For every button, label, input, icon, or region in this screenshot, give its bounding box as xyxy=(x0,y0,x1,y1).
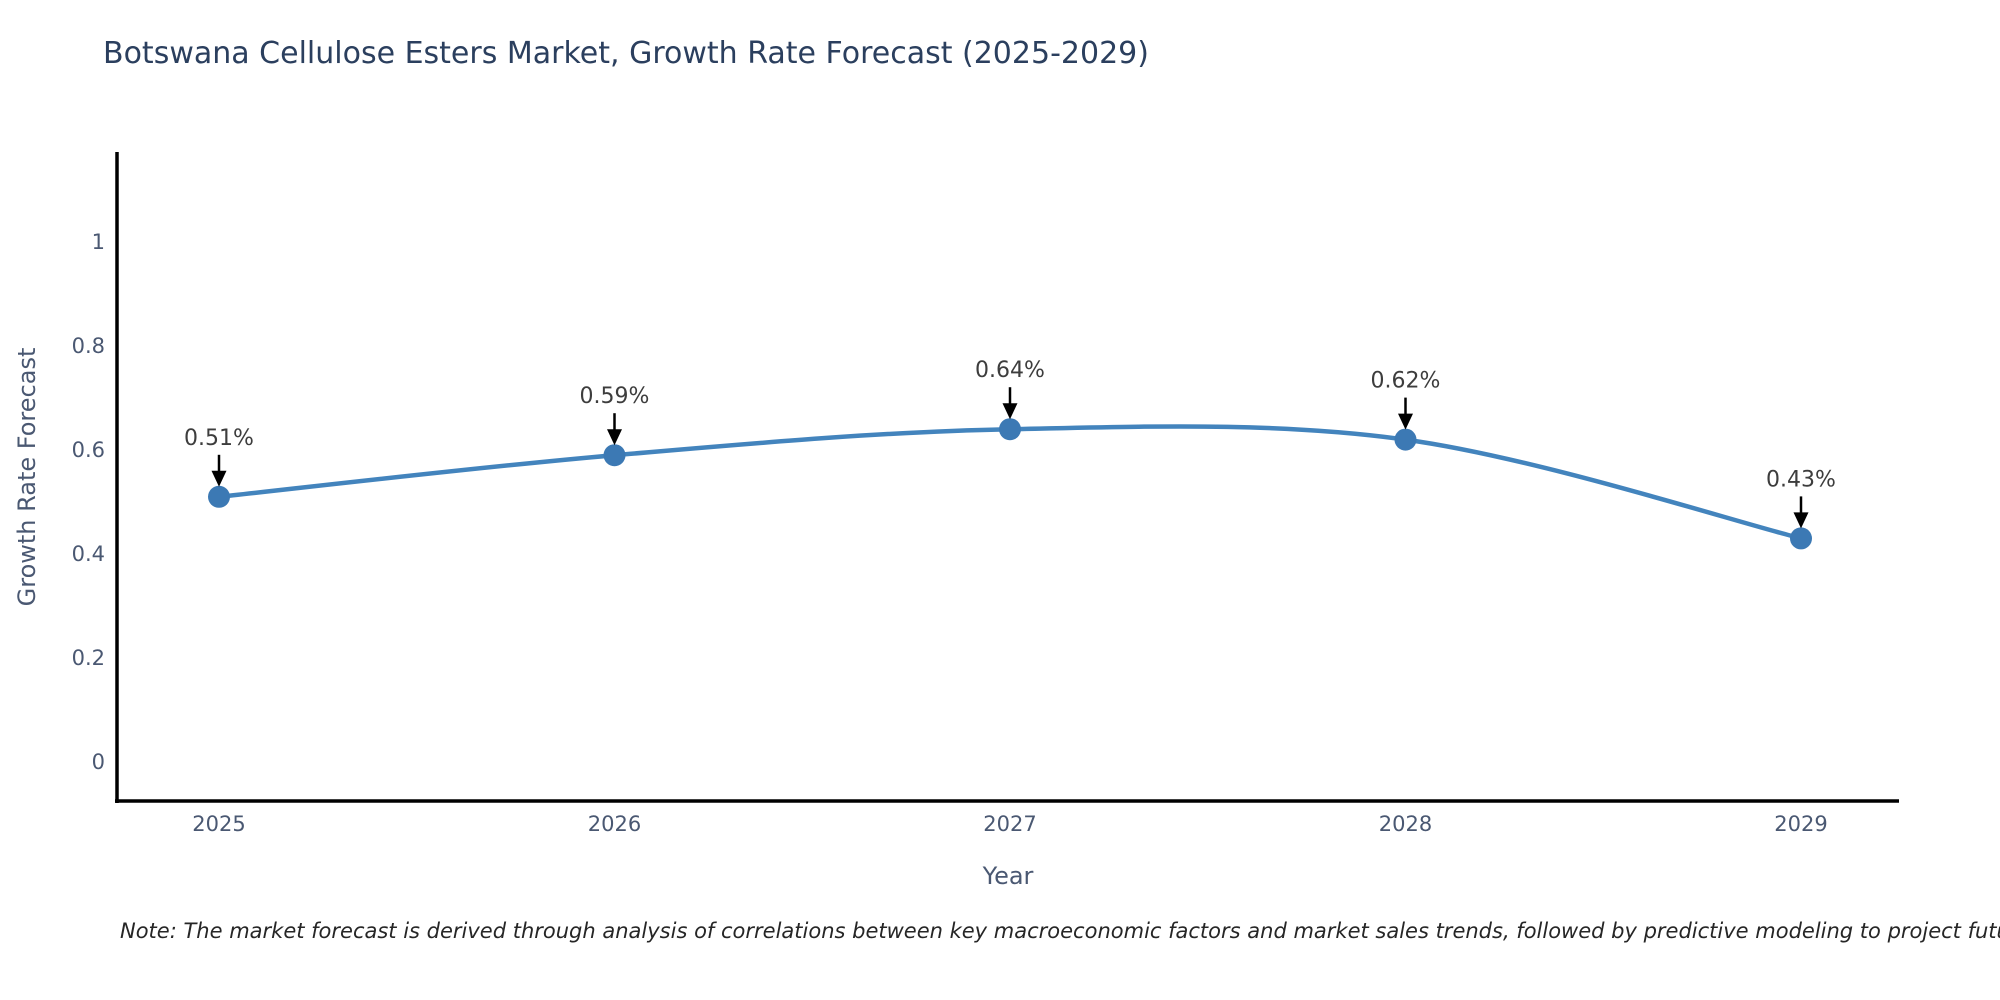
y-tick-label: 1 xyxy=(92,230,105,254)
axes-layer: 0 0.2 0.4 0.6 0.8 1 2025 2026 2027 2028 2029 xyxy=(72,152,1899,836)
y-tick-label: 0.4 xyxy=(72,542,105,566)
point-value-label: 0.59% xyxy=(580,384,650,409)
annotation-arrowhead-icon xyxy=(1002,403,1018,420)
annotations-layer: 0.51% 0.59% 0.64% 0.62% 0.43% xyxy=(184,358,1836,529)
point-value-label: 0.51% xyxy=(184,426,254,451)
annotation-arrowhead-icon xyxy=(1398,413,1413,430)
y-axis-title: Growth Rate Forecast xyxy=(13,347,41,607)
annotation-arrowhead-icon xyxy=(1793,512,1809,529)
data-point-marker[interactable] xyxy=(1394,428,1417,451)
x-tick-label: 2028 xyxy=(1379,812,1432,836)
annotation-arrowhead-icon xyxy=(211,470,227,487)
annotation-arrowhead-icon xyxy=(607,429,622,446)
x-tick-label: 2025 xyxy=(192,812,245,836)
y-tick-label: 0.8 xyxy=(72,334,105,358)
point-value-label: 0.62% xyxy=(1371,369,1441,394)
x-tick-label: 2027 xyxy=(983,812,1036,836)
data-point-marker[interactable] xyxy=(603,444,626,467)
series-line xyxy=(216,424,1804,541)
line-series xyxy=(208,418,1812,550)
x-tick-label: 2026 xyxy=(588,812,641,836)
y-tick-label: 0.2 xyxy=(72,646,105,670)
data-point-marker[interactable] xyxy=(1790,527,1812,550)
footnote: Note: The market forecast is derived thr… xyxy=(120,919,2000,943)
y-tick-label: 0 xyxy=(92,750,105,774)
y-tick-label: 0.6 xyxy=(72,438,105,462)
chart-title: Botswana Cellulose Esters Market, Growth… xyxy=(103,36,1149,71)
point-value-label: 0.64% xyxy=(975,358,1045,383)
data-point-marker[interactable] xyxy=(999,418,1021,441)
point-value-label: 0.43% xyxy=(1766,467,1836,492)
x-axis-title: Year xyxy=(982,862,1034,890)
data-point-marker[interactable] xyxy=(208,485,230,508)
x-tick-label: 2029 xyxy=(1774,812,1827,836)
